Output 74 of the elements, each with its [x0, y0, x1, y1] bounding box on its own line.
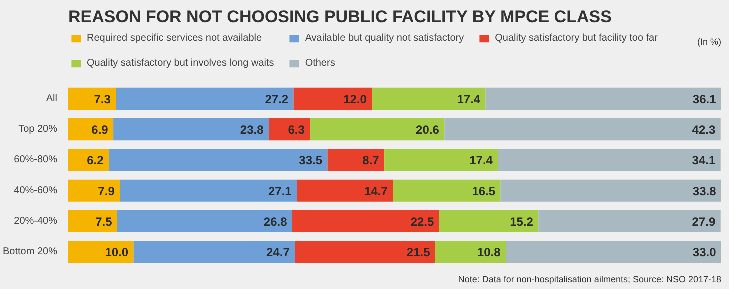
bar: [500, 180, 722, 202]
data-label: 24.7: [266, 246, 290, 260]
bar: [268, 118, 310, 141]
bar: [384, 149, 498, 172]
data-label: 27.1: [268, 184, 292, 198]
data-label: 27.2: [265, 92, 289, 106]
data-label: 6.9: [92, 123, 109, 138]
bar: [68, 149, 109, 172]
legend-label: Others: [305, 58, 336, 69]
legend-label: Required specific services not available: [87, 33, 262, 44]
data-label: 23.8: [240, 123, 264, 138]
bar: [538, 210, 721, 233]
y-tick-label: 20%-40%: [14, 216, 58, 228]
data-label: 27.9: [692, 215, 716, 230]
text: (In %): [697, 37, 722, 48]
legend-label: Quality satisfactory but facility too far: [495, 33, 658, 44]
data-label: 10.8: [477, 246, 502, 260]
bar: [117, 210, 292, 233]
data-label: 34.1: [692, 154, 716, 168]
y-tick-label: 60%-80%: [14, 154, 58, 166]
bar: [444, 118, 721, 141]
bar: [116, 88, 294, 110]
data-label: 15.2: [510, 215, 534, 230]
bar: [68, 88, 116, 110]
text: Note: Data for non-hospitalisation ailments; Source: NSO 2017-18: [458, 274, 722, 284]
y-tick-label: Bottom 20%: [3, 246, 58, 258]
data-label: 17.4: [457, 92, 481, 106]
y-tick-label: 40%-60%: [14, 185, 58, 196]
data-label: 7.3: [94, 92, 112, 106]
chart-title: REASON FOR NOT CHOOSING PUBLIC FACILITY BY MPCE CLASS: [68, 8, 612, 26]
data-label: 8.7: [362, 154, 380, 168]
data-label: 7.5: [96, 215, 113, 230]
y-tick-label: All: [46, 93, 58, 104]
legend-label: Available but quality not satisfactory: [305, 33, 464, 44]
bar: [292, 210, 440, 233]
bar: [295, 241, 436, 264]
data-label: 22.5: [410, 215, 435, 230]
data-label: 36.1: [692, 92, 717, 106]
bar: [310, 118, 445, 141]
data-label: 33.0: [692, 246, 717, 260]
data-label: 21.5: [406, 246, 431, 260]
bar: [68, 210, 118, 233]
data-label: 10.0: [105, 246, 129, 260]
data-label: 42.3: [692, 123, 716, 138]
bar: [486, 88, 722, 110]
data-label: 6.3: [288, 123, 306, 138]
bar: [294, 88, 372, 110]
data-label: 12.0: [344, 92, 368, 106]
bar: [506, 241, 722, 264]
bar: [498, 149, 721, 172]
bar: [328, 149, 385, 172]
data-label: 33.5: [299, 154, 323, 168]
bar: [393, 180, 501, 202]
bar: [68, 180, 120, 202]
bar: [114, 118, 269, 141]
bar: [372, 88, 486, 110]
bar: [68, 241, 134, 264]
bar: [108, 149, 328, 172]
bar: [435, 241, 506, 264]
bar: [68, 118, 114, 141]
data-label: 20.6: [416, 123, 440, 138]
data-label: 17.4: [470, 154, 494, 168]
data-label: 7.9: [98, 184, 116, 198]
data-label: 16.5: [472, 184, 496, 198]
legend-label: Quality satisfactory but involves long waits: [87, 58, 274, 69]
data-label: 33.8: [692, 184, 717, 198]
bar: [134, 241, 296, 264]
data-label: 26.8: [264, 215, 288, 230]
data-label: 14.7: [364, 184, 388, 198]
data-label: 6.2: [87, 154, 104, 168]
bar: [439, 210, 539, 233]
bar: [297, 180, 394, 202]
y-tick-label: Top 20%: [18, 124, 58, 136]
bar: [120, 180, 298, 202]
